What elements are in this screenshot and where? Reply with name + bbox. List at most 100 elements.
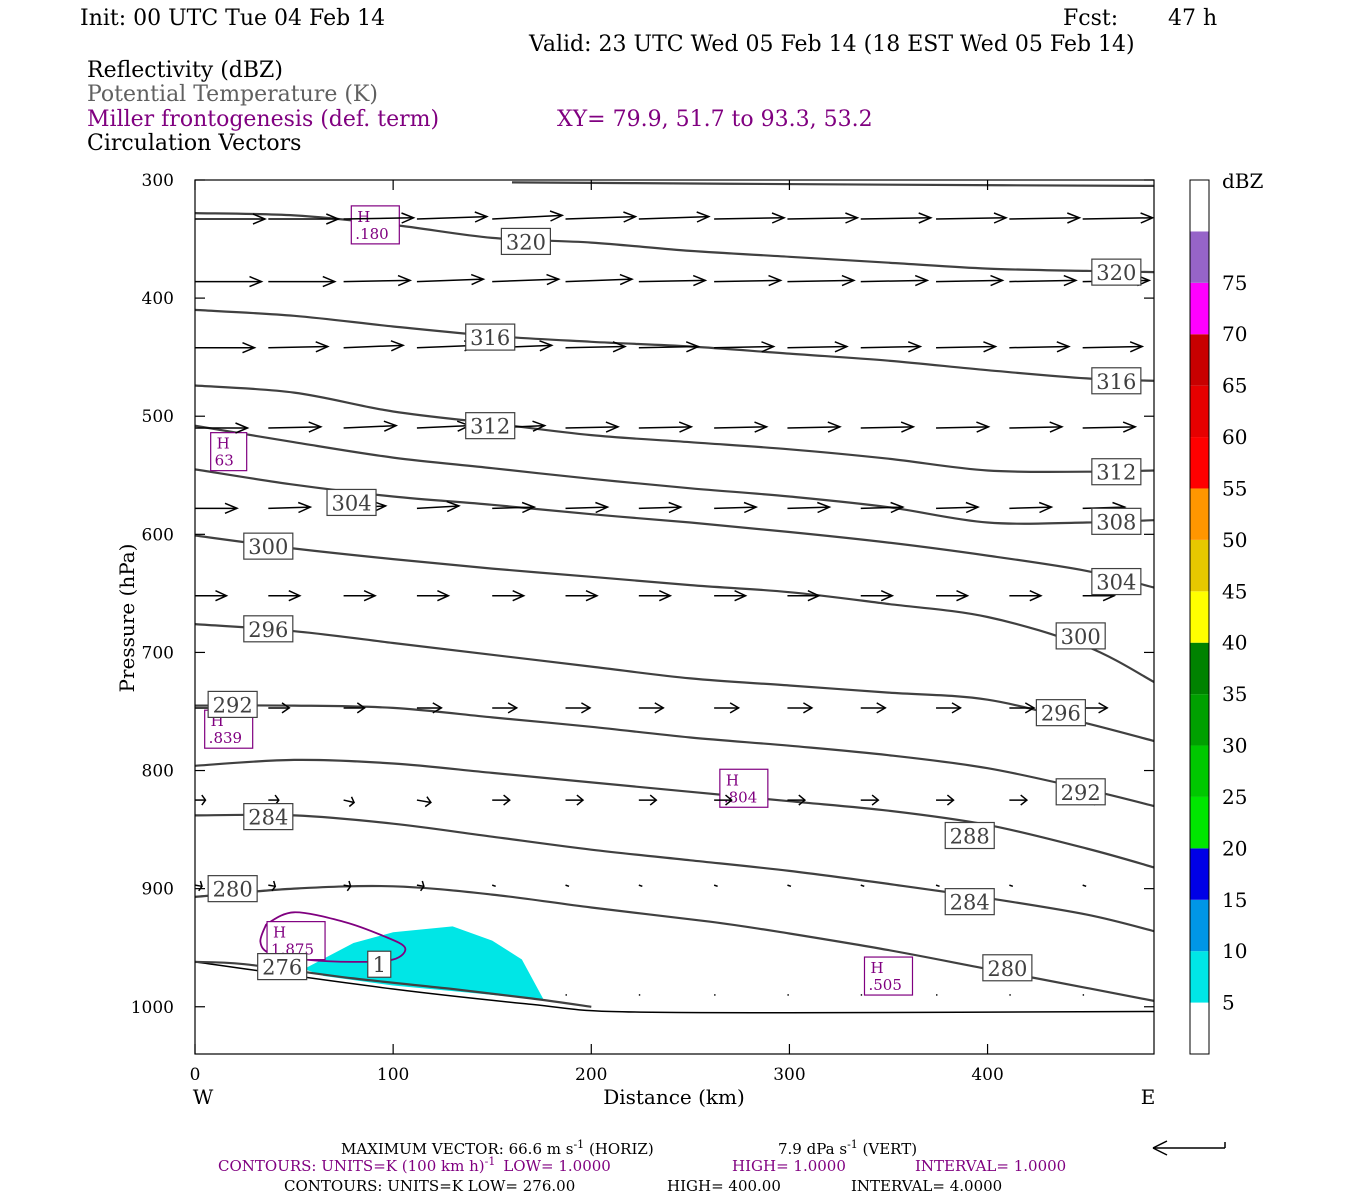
vector-shaft (416, 505, 459, 510)
colorbar-segment (1190, 231, 1209, 283)
colorbar-label: 55 (1222, 476, 1247, 500)
circulation-vector (268, 213, 341, 225)
vector-head (419, 880, 425, 892)
theta-contour-280 (195, 884, 1154, 1002)
circulation-vector (1009, 274, 1078, 287)
circulation-vector (565, 421, 620, 433)
vector-head (1122, 421, 1138, 433)
vector-head (581, 702, 592, 714)
vector-shaft (343, 344, 404, 349)
circulation-vector (714, 421, 769, 433)
circulation-vector (1009, 702, 1036, 714)
contour-label: 280 (987, 957, 1027, 981)
vector-head (729, 702, 741, 714)
circulation-vector (787, 884, 792, 888)
colorbar-label: 10 (1222, 939, 1247, 963)
max-vector-vertical: 7.9 dPa s-1 (VERT) (778, 1138, 917, 1158)
y-tick-label: 600 (142, 525, 174, 545)
contour-label-box (1091, 507, 1142, 535)
vector-head (976, 421, 991, 433)
circulation-vector (787, 274, 856, 287)
vector-head (605, 421, 620, 433)
frontogenesis-max-value: .804 (724, 788, 757, 806)
vector-shaft (936, 217, 1007, 220)
colorbar-label: 15 (1222, 888, 1247, 912)
vector-head (503, 794, 511, 806)
y-tick-label: 900 (142, 880, 174, 900)
theta-contour-info: CONTOURS: UNITS=K LOW= 276.00 (284, 1177, 575, 1195)
circulation-vector (787, 794, 807, 806)
circulation-vector (268, 702, 291, 714)
circulation-vector (416, 880, 425, 892)
circulation-vector (416, 420, 472, 432)
vector-shaft (416, 424, 470, 429)
circulation-vector (638, 702, 665, 714)
contour-label: 292 (1061, 781, 1101, 805)
circulation-vector (268, 421, 323, 433)
vector-head (1029, 590, 1043, 602)
circulation-vector (787, 501, 832, 514)
contour-label-box (1091, 258, 1142, 286)
vector-head (1140, 212, 1154, 224)
vector-head (532, 420, 547, 432)
contour-label: 300 (1061, 625, 1101, 649)
vector-head (956, 590, 970, 602)
vector-head (281, 702, 291, 714)
circulation-vector (195, 590, 229, 602)
circulation-vector (787, 341, 849, 353)
vector-head (576, 794, 585, 806)
colorbar-segment (1190, 642, 1209, 695)
x-tick-label: 100 (377, 1065, 409, 1085)
vector-head (768, 274, 783, 287)
circulation-vector (268, 275, 337, 288)
vector-head (1056, 341, 1071, 353)
contour-label-box (944, 821, 995, 850)
vector-head (326, 213, 341, 225)
frontogenesis-max-label: H (870, 959, 883, 977)
colorbar-label: 50 (1222, 528, 1247, 552)
circulation-vector (936, 274, 1005, 287)
vector-shaft (416, 884, 425, 888)
vector-shaft (1082, 884, 1087, 888)
colorbar-segment (1190, 385, 1209, 438)
vector-head (754, 421, 769, 433)
theta-contour-288 (195, 758, 1154, 869)
x-tick-label: 300 (773, 1065, 805, 1085)
circulation-vector (343, 212, 416, 224)
frontogenesis-max-box (719, 768, 769, 808)
vector-head (1024, 702, 1036, 714)
field-reflectivity: Reflectivity (dBZ) (87, 58, 283, 83)
vector-shaft (714, 426, 767, 429)
east-end-label: E (1141, 1085, 1156, 1109)
frontogenesis-max-label: H (357, 208, 370, 226)
reflectivity-layer (304, 926, 544, 1000)
vector-head (1067, 212, 1082, 224)
circulation-vector (416, 702, 443, 714)
vector-head (890, 501, 905, 514)
circulation-vector (195, 422, 250, 434)
circulation-vector (787, 702, 814, 714)
vector-shaft (343, 217, 414, 220)
vector-head (965, 501, 980, 514)
vector-shaft (787, 345, 847, 349)
vector-shaft (713, 884, 718, 888)
contour-label-box (1091, 567, 1142, 596)
reference-vector (1152, 1140, 1226, 1156)
circulation-vector (714, 274, 783, 287)
vector-shaft (268, 345, 328, 349)
circulation-vector (343, 702, 366, 714)
theta-contour-300 (195, 534, 1154, 683)
vector-head (201, 794, 207, 806)
vector-head (990, 274, 1005, 287)
circulation-vector (343, 420, 399, 432)
vector-head (827, 421, 842, 433)
circulation-vector (1009, 590, 1043, 602)
vector-head (841, 274, 856, 287)
vector-shaft (787, 426, 840, 429)
colorbar-segment (1190, 1002, 1209, 1054)
vector-head (249, 275, 264, 288)
circulation-vector (1009, 212, 1082, 224)
vector-head (346, 880, 352, 892)
field-frontogenesis: Miller frontogenesis (def. term) (87, 107, 439, 132)
